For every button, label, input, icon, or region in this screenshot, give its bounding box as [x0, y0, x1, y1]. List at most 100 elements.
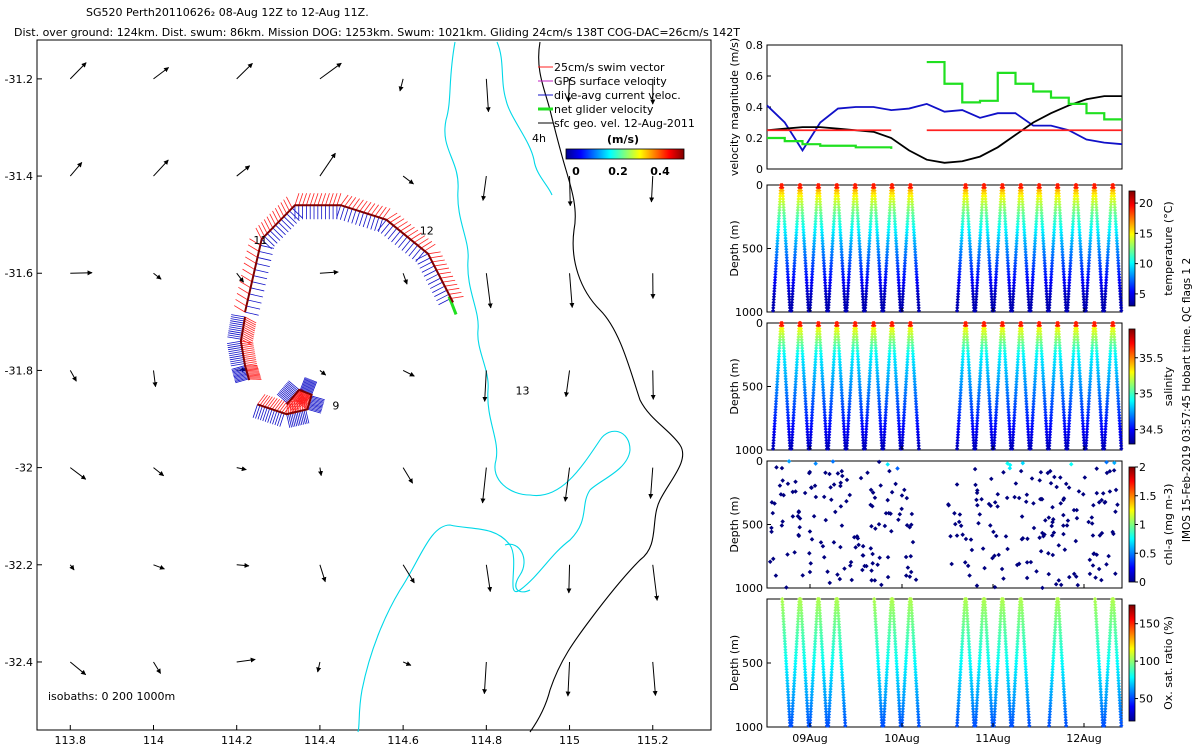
temperature-point — [903, 249, 908, 255]
swim-vector — [298, 193, 304, 206]
sfc-velocity-arrow — [236, 466, 247, 472]
swim-vector — [264, 396, 273, 408]
temperature-point — [1076, 216, 1081, 221]
sfc-velocity-arrow — [402, 661, 412, 666]
temperature-point — [1031, 266, 1036, 271]
temperature-point — [830, 244, 835, 249]
temperature-point — [847, 269, 852, 274]
dac-vector — [310, 399, 324, 404]
temperature-point — [1007, 280, 1012, 285]
temperature-point — [1045, 300, 1050, 305]
temperature-point — [837, 216, 842, 221]
temperature-point — [832, 208, 837, 213]
temperature-point — [845, 289, 851, 294]
dac-vector — [301, 410, 306, 425]
temperature-point — [1100, 297, 1105, 302]
salinity-point — [800, 354, 805, 359]
temperature-point — [1006, 266, 1011, 271]
temperature-point — [873, 205, 878, 210]
dac-vector — [261, 238, 272, 250]
salinity-point — [784, 390, 789, 395]
swim-vector — [241, 342, 254, 346]
salinity-point — [783, 379, 789, 384]
temperature-point — [864, 291, 869, 297]
temperature-point — [1042, 252, 1047, 257]
sfc-velocity-arrow — [649, 176, 655, 203]
swim-vector — [355, 199, 364, 211]
colorbar-tick-label: 5 — [1139, 288, 1146, 301]
salinity-point — [781, 348, 787, 354]
temperature-point — [1059, 233, 1064, 238]
temperature-point — [1054, 191, 1059, 196]
temperature-point — [1001, 191, 1006, 196]
temperature-point — [878, 291, 884, 297]
temperature-point — [1025, 289, 1031, 294]
temperature-point — [1001, 199, 1007, 204]
temperature-point — [784, 258, 790, 263]
temperature-point — [986, 252, 992, 257]
temperature-point — [893, 230, 898, 235]
dac-vector — [230, 318, 245, 322]
salinity-point — [808, 441, 813, 446]
temperature-point — [776, 227, 781, 232]
swim-vector — [244, 363, 258, 366]
sfc-velocity-arrow — [650, 370, 656, 400]
temperature-point — [803, 255, 808, 260]
temperature-point — [915, 291, 920, 297]
temperature-point — [858, 252, 863, 257]
temperature-point — [1069, 238, 1075, 244]
salinity-point — [772, 427, 777, 432]
dac-vector — [307, 408, 322, 414]
temperature-point — [803, 269, 809, 274]
temperature-point — [989, 294, 994, 299]
temperature-point — [786, 277, 791, 283]
temperature-point — [783, 233, 788, 238]
salinity-point — [770, 446, 776, 451]
temperature-point — [771, 300, 776, 305]
temperature-point — [837, 213, 842, 218]
temperature-point — [883, 275, 888, 280]
temperature-point — [1108, 202, 1114, 207]
dac-vector — [272, 227, 284, 238]
temperature-point — [916, 300, 921, 305]
dac-vector — [378, 218, 384, 233]
salinity-point — [804, 415, 809, 421]
dac-vector — [310, 396, 325, 402]
temperature-point — [783, 238, 788, 244]
dac-vector — [228, 346, 242, 351]
temperature-point — [835, 194, 841, 199]
temperature-point — [1010, 303, 1015, 308]
temperature-point — [869, 210, 874, 216]
temperature-point — [1105, 261, 1110, 266]
temperature-point — [906, 194, 912, 199]
temperature-point — [860, 294, 865, 299]
salinity-point — [810, 396, 816, 401]
temperature-point — [793, 244, 798, 249]
temperature-point — [809, 277, 814, 283]
temperature-point — [886, 230, 891, 235]
temperature-point — [1025, 275, 1030, 280]
temperature-point — [1049, 261, 1055, 266]
temperature-point — [885, 235, 891, 241]
temperature-point — [897, 294, 902, 299]
temperature-point — [994, 263, 999, 269]
salinity-point — [800, 348, 805, 354]
temperature-point — [959, 241, 964, 246]
salinity-point — [794, 368, 799, 373]
temperature-point — [1022, 230, 1027, 235]
temperature-point — [965, 205, 970, 210]
temperature-point — [859, 280, 865, 285]
dac-vector — [358, 212, 364, 226]
temperature-point — [1087, 249, 1092, 255]
swim-vector — [262, 395, 271, 407]
temperature-point — [888, 196, 893, 202]
temperature-point — [986, 244, 991, 249]
temperature-point — [780, 182, 785, 188]
salinity-point — [805, 427, 810, 432]
salinity-point — [822, 413, 827, 418]
temperature-point — [1085, 283, 1090, 288]
salinity-point — [802, 385, 807, 390]
sfc-velocity-arrow — [319, 152, 336, 177]
swim-vector — [424, 243, 436, 252]
temperature-point — [840, 272, 846, 277]
